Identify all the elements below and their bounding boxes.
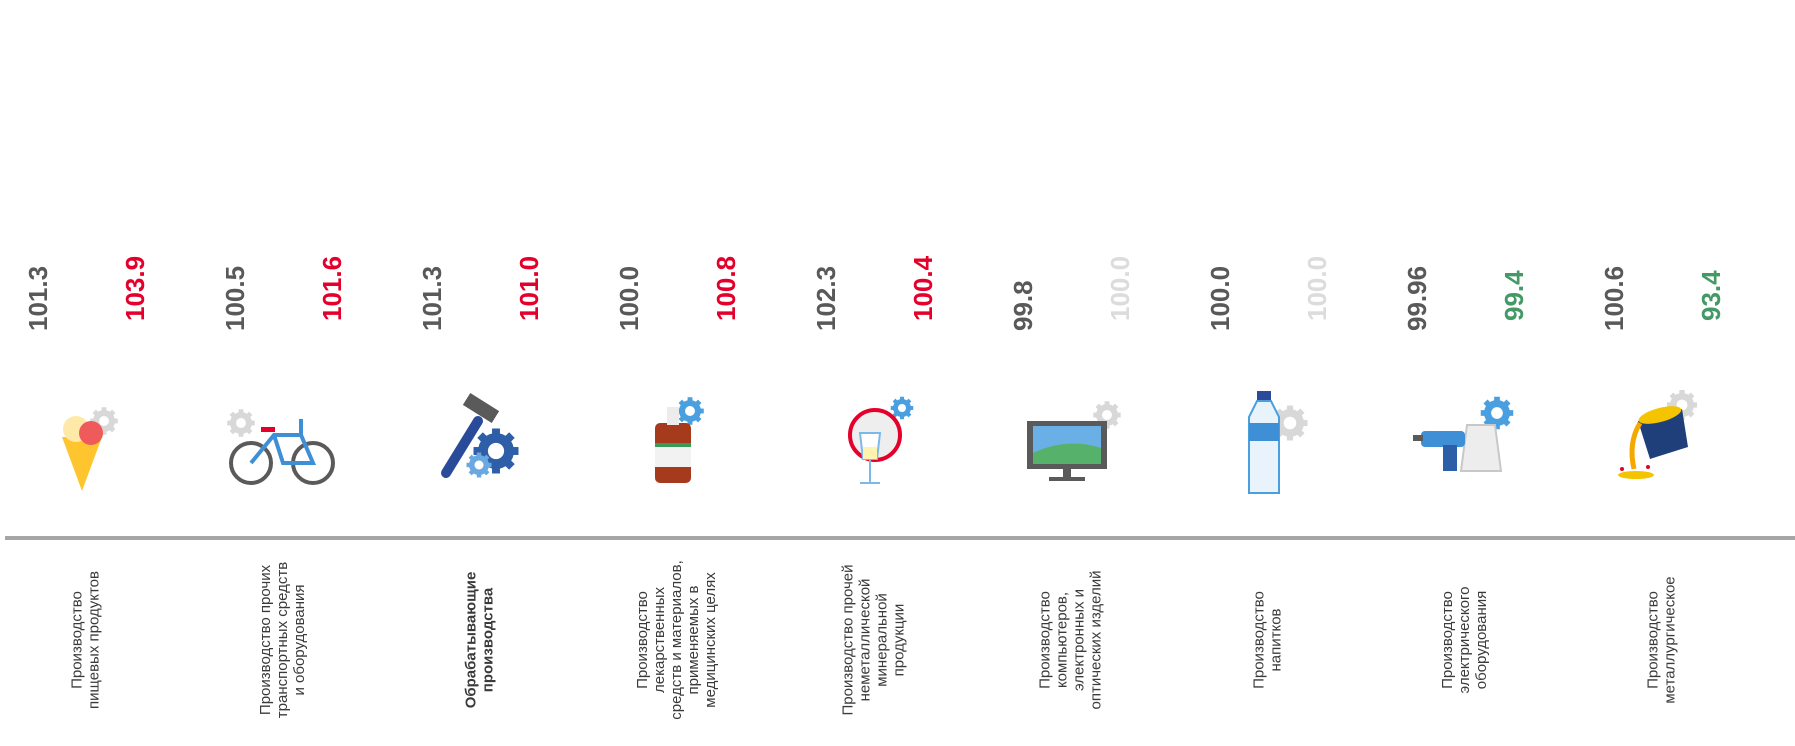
category-label-7-line-0: Производство — [1439, 591, 1456, 689]
category-label-4-line-0: Производство прочей — [840, 565, 857, 716]
category-label-5-line-1: компьютеров, — [1054, 592, 1071, 688]
value-label-base-8: 100.6 — [1599, 266, 1629, 331]
category-label-4-line-2: минеральной — [874, 593, 891, 687]
category-label-7-line-2: оборудования — [1473, 591, 1490, 689]
category-label-layer: Производство пищевых продуктов Производств… — [69, 560, 1679, 720]
icon-layer — [62, 390, 1697, 494]
value-label-current-5: 100.0 — [1105, 256, 1135, 321]
value-label-current-6: 100.0 — [1302, 256, 1332, 321]
value-label-base-7: 99.96 — [1402, 266, 1432, 331]
value-label-current-4: 100.4 — [908, 255, 938, 321]
drill-kettle-icon — [1413, 396, 1514, 472]
value-label-base-6: 100.0 — [1205, 266, 1235, 331]
value-label-current-2: 101.0 — [514, 256, 544, 321]
value-label-current-7: 99.4 — [1499, 270, 1529, 321]
value-label-layer: 101.3 103.9 100.5 101.6 101.3 101.0 100.0 100.8… — [23, 255, 1726, 331]
category-label-3-line-1: лекарственных — [651, 586, 668, 693]
value-label-base-0: 101.3 — [23, 266, 53, 331]
category-label-0-line-0: Производство — [69, 591, 86, 689]
category-label-6-line-0: Производство — [1251, 591, 1268, 689]
ladle-icon — [1618, 390, 1697, 479]
water-bottle-icon — [1248, 391, 1308, 494]
value-label-base-1: 100.5 — [220, 266, 250, 331]
category-label-3-line-4: медицинских целях — [702, 572, 719, 708]
category-label-3-line-0: Производство — [634, 591, 651, 689]
category-label-5-line-3: оптических изделий — [1088, 570, 1105, 709]
category-label-8-line-1: металлургическое — [1662, 576, 1679, 703]
category-label-2-line-1: производства — [480, 587, 497, 692]
category-label-8-line-0: Производство — [1645, 591, 1662, 689]
value-label-base-2: 101.3 — [417, 266, 447, 331]
hammer-gears-icon — [441, 393, 519, 478]
bicycle-icon — [227, 409, 335, 485]
ice-cream-icon — [62, 407, 118, 491]
category-label-1-line-1: транспортных средств — [274, 562, 291, 718]
value-label-base-5: 99.8 — [1008, 280, 1038, 331]
category-label-0-line-1: пищевых продуктов — [86, 571, 103, 709]
category-label-5-line-0: Производство — [1037, 591, 1054, 689]
category-label-2-line-0: Обрабатывающие — [463, 572, 480, 709]
category-label-4-line-1: неметаллической — [857, 579, 874, 702]
glass-mirror-icon — [848, 396, 914, 484]
value-label-current-8: 93.4 — [1696, 270, 1726, 321]
monitor-icon — [1027, 401, 1121, 481]
value-label-current-1: 101.6 — [317, 256, 347, 321]
category-label-1-line-0: Производство прочих — [257, 564, 274, 715]
category-label-5-line-2: электронных и — [1071, 589, 1088, 691]
category-label-3-line-2: средств и материалов, — [668, 560, 685, 720]
value-label-base-4: 102.3 — [811, 266, 841, 331]
value-label-current-0: 103.9 — [120, 256, 150, 321]
category-label-3-line-3: применяемых в — [685, 585, 702, 694]
category-label-6-line-1: напитков — [1268, 608, 1285, 671]
category-label-7-line-1: электрического — [1456, 587, 1473, 694]
value-label-base-3: 100.0 — [614, 266, 644, 331]
value-label-current-3: 100.8 — [711, 256, 741, 321]
category-label-1-line-2: и оборудования — [291, 584, 308, 695]
medicine-bottle-icon — [655, 397, 704, 483]
category-label-4-line-3: продукции — [891, 604, 908, 677]
